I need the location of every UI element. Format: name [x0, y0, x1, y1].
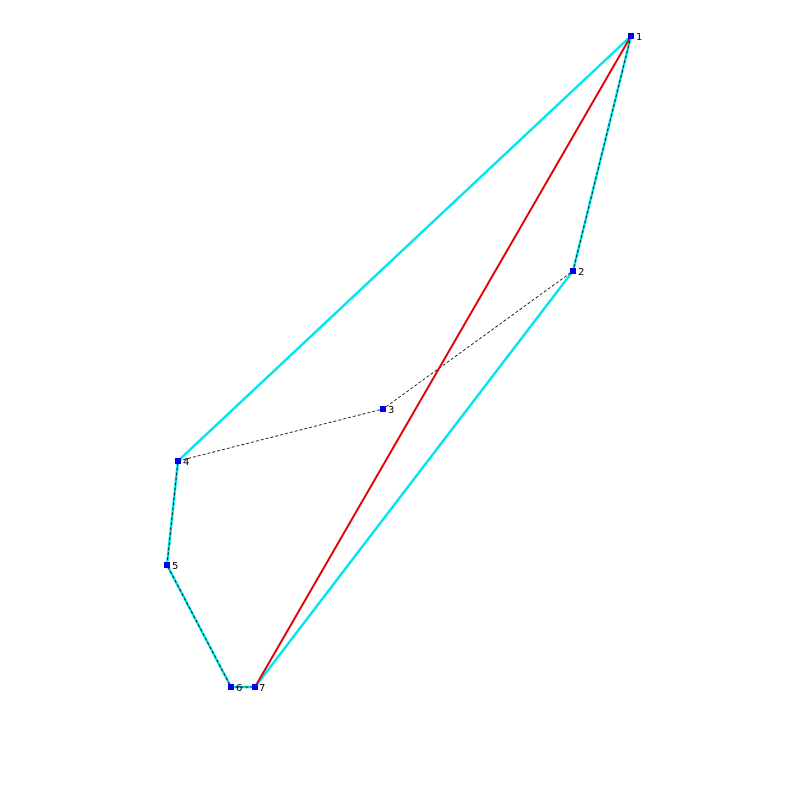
point-marker [628, 33, 634, 39]
point-marker [380, 406, 386, 412]
labels: 1 2 3 4 5 6 7 [172, 32, 642, 694]
point-marker [164, 562, 170, 568]
point-marker [570, 268, 576, 274]
diameter-line [254, 35, 632, 688]
convex-hull [165, 32, 634, 689]
point-label: 3 [388, 405, 394, 416]
point-label: 5 [172, 561, 178, 572]
point-label: 2 [578, 267, 584, 278]
point-marker [228, 684, 234, 690]
point-label: 1 [636, 32, 642, 43]
points [164, 33, 634, 690]
point-path [166, 35, 632, 688]
point-marker [175, 458, 181, 464]
point-marker [252, 684, 258, 690]
point-label: 4 [183, 457, 189, 468]
point-label: 6 [236, 683, 242, 694]
point-label: 7 [259, 683, 265, 694]
